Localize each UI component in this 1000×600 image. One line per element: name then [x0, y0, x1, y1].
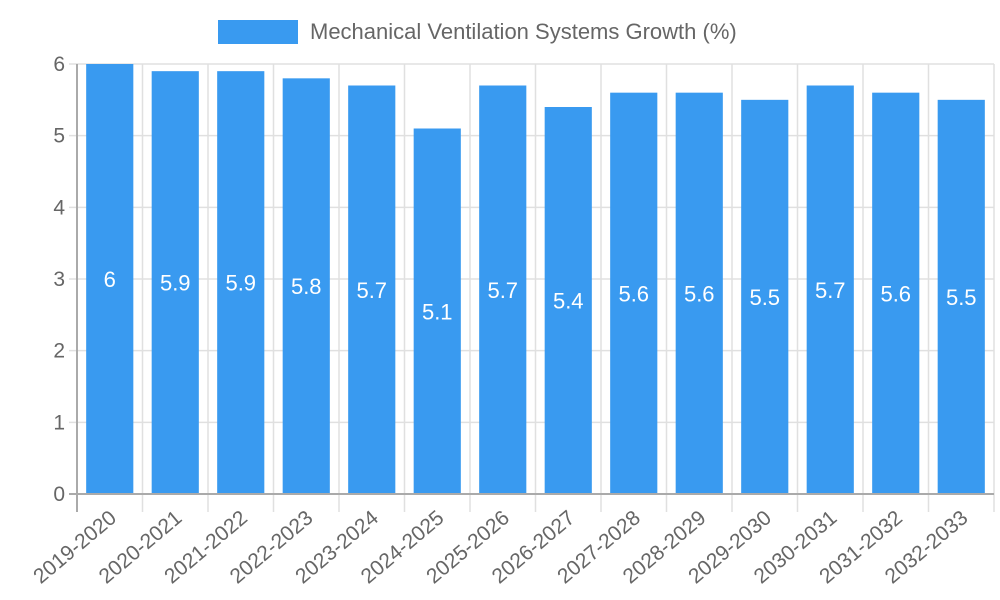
bar-value-label: 5.8: [291, 274, 322, 299]
bar[interactable]: [741, 99, 789, 494]
value-labels: 6 5.9 5.9 5.8 5.7 5.1 5.7 5.4 5.6 5.6 5.5 5.7 5.6 5.5: [104, 267, 977, 324]
bar-value-label: 5.4: [553, 289, 584, 314]
bar[interactable]: [151, 71, 199, 495]
y-tick-label: 5: [53, 125, 65, 148]
bar[interactable]: [610, 92, 658, 495]
bar[interactable]: [937, 99, 985, 494]
bar-value-label: 5.9: [225, 271, 256, 296]
bar[interactable]: [86, 64, 134, 494]
bar[interactable]: [413, 128, 461, 495]
bar[interactable]: [872, 92, 920, 495]
grid-lines: [69, 63, 995, 512]
y-tick-label: 6: [53, 53, 65, 76]
bars: [86, 64, 985, 495]
bar-value-label: 5.6: [880, 281, 911, 306]
bar[interactable]: [217, 71, 265, 495]
bar-value-label: 5.6: [684, 281, 715, 306]
y-tick-label: 3: [53, 268, 65, 291]
bar[interactable]: [479, 85, 527, 495]
bar-value-label: 5.7: [487, 278, 518, 303]
bar[interactable]: [675, 92, 723, 495]
bar-value-label: 6: [104, 267, 116, 292]
bar[interactable]: [544, 107, 592, 494]
x-axis-labels: 2019-20202020-20212021-20222022-20232023…: [29, 506, 972, 588]
bar-value-label: 5.7: [815, 278, 846, 303]
y-tick-label: 4: [53, 196, 65, 219]
bar-value-label: 5.5: [946, 285, 977, 310]
axes: [76, 64, 994, 512]
y-tick-label: 0: [53, 483, 65, 506]
legend-swatch: [218, 20, 298, 44]
chart-legend[interactable]: Mechanical Ventilation Systems Growth (%…: [218, 18, 737, 46]
y-axis-labels: 0 1 2 3 4 5 6: [53, 53, 65, 506]
bar-value-label: 5.6: [618, 281, 649, 306]
y-tick-label: 2: [53, 340, 65, 363]
bar[interactable]: [806, 85, 854, 495]
bar[interactable]: [282, 78, 330, 494]
bar-value-label: 5.9: [160, 271, 191, 296]
bar-value-label: 5.5: [749, 285, 780, 310]
legend-label: Mechanical Ventilation Systems Growth (%…: [310, 19, 737, 44]
y-tick-label: 1: [53, 411, 65, 434]
bar-value-label: 5.7: [356, 278, 387, 303]
bar-value-label: 5.1: [422, 299, 453, 324]
bar[interactable]: [348, 85, 396, 495]
